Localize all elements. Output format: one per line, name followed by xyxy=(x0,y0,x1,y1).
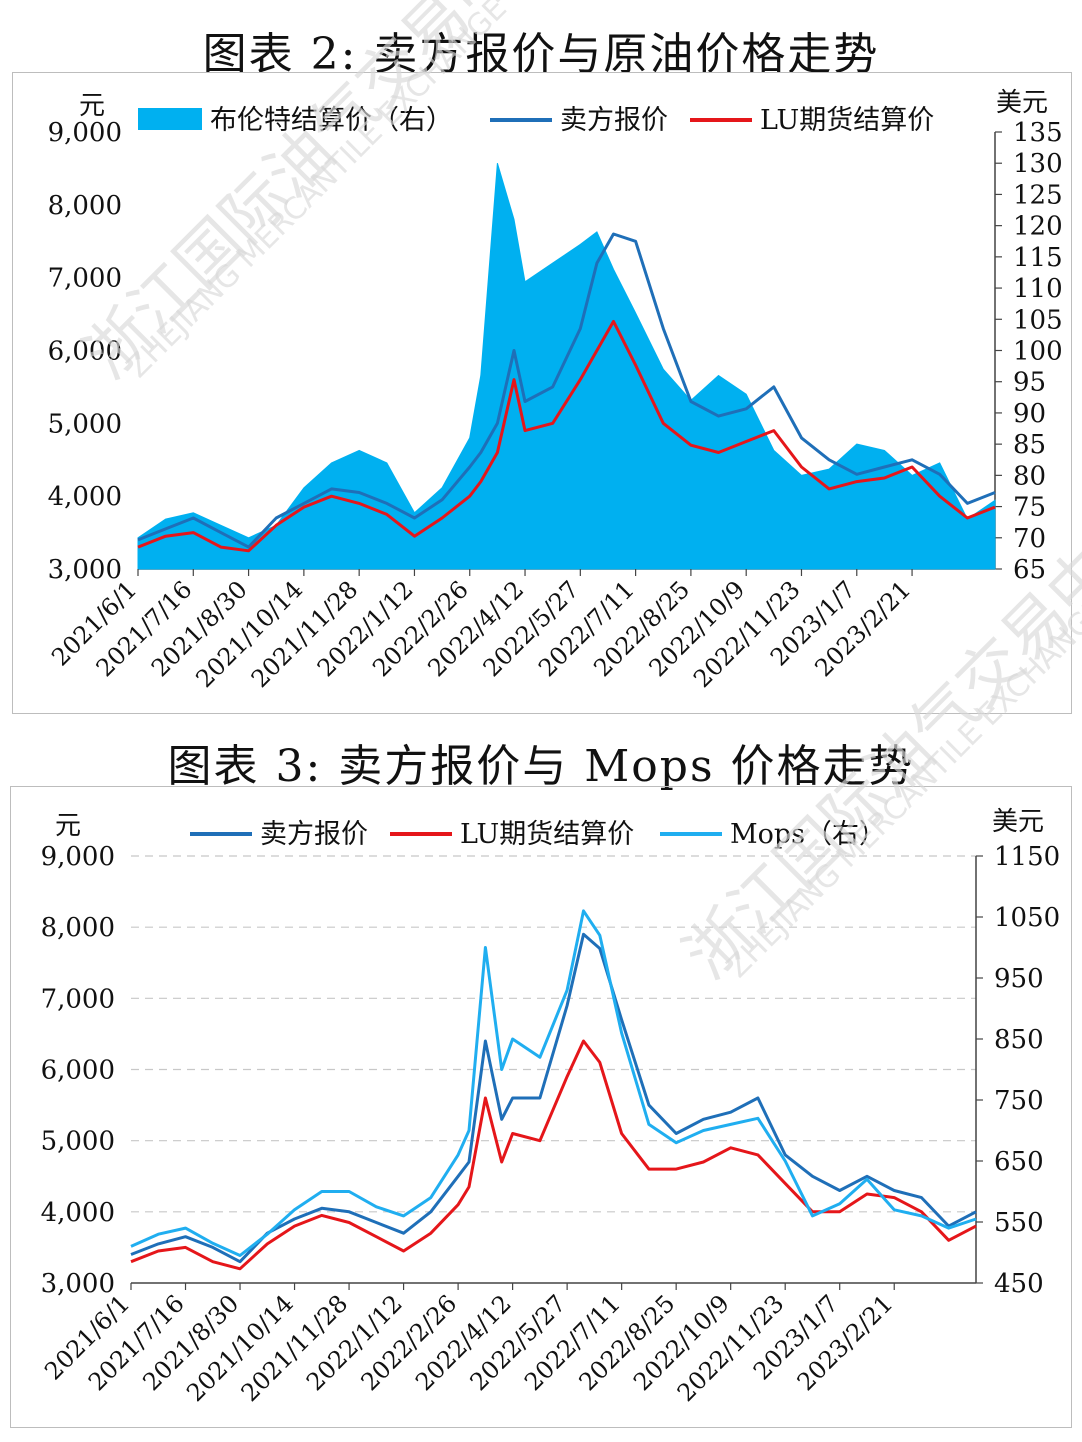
c1-left-unit: 元 xyxy=(55,811,81,841)
c0-left-tick-label: 8,000 xyxy=(48,191,122,221)
c0-right-tick-label: 90 xyxy=(1013,399,1046,429)
c0-series-area-0 xyxy=(137,163,996,570)
c0-right-tick-label: 75 xyxy=(1013,493,1046,523)
c0-left-tick-label: 9,000 xyxy=(48,118,122,148)
c0-right-unit: 美元 xyxy=(996,88,1048,118)
c1-legend-label: 卖方报价 xyxy=(260,819,368,850)
c0-right-tick-label: 115 xyxy=(1013,243,1063,273)
c0-right-tick-label: 120 xyxy=(1013,212,1063,242)
c1-left-tick-label: 3,000 xyxy=(41,1269,115,1299)
c1-right-tick-label: 1050 xyxy=(994,903,1060,933)
c0-left-tick-label: 3,000 xyxy=(48,555,122,585)
c0-legend-label: LU期货结算价 xyxy=(760,105,934,136)
c1-left-tick-label: 4,000 xyxy=(41,1198,115,1228)
c0-right-tick-label: 85 xyxy=(1013,430,1046,460)
chart3-frame xyxy=(10,786,1072,1428)
c1-left-tick-label: 9,000 xyxy=(41,842,115,872)
c0-right-tick-label: 110 xyxy=(1013,274,1063,304)
c0-right-tick-label: 135 xyxy=(1013,118,1063,148)
c1-left-tick-label: 5,000 xyxy=(41,1127,115,1157)
c1-left-tick-label: 7,000 xyxy=(41,984,115,1014)
c1-right-tick-label: 450 xyxy=(994,1269,1044,1299)
c0-left-tick-label: 7,000 xyxy=(48,264,122,294)
c1-right-tick-label: 550 xyxy=(994,1208,1044,1238)
c0-legend-swatch xyxy=(138,108,202,130)
c0-left-tick-label: 6,000 xyxy=(48,337,122,367)
c1-legend-label: Mops（右） xyxy=(730,819,886,850)
c0-right-tick-label: 125 xyxy=(1013,180,1063,210)
c1-left-tick-label: 6,000 xyxy=(41,1056,115,1086)
c0-left-unit: 元 xyxy=(79,91,105,121)
c0-right-tick-label: 105 xyxy=(1013,305,1063,335)
c0-left-tick-label: 5,000 xyxy=(48,409,122,439)
c0-legend-label: 卖方报价 xyxy=(560,105,668,136)
chart3-title: 图表 3: 卖方报价与 Mops 价格走势 xyxy=(167,741,915,792)
c0-right-tick-label: 65 xyxy=(1013,555,1046,585)
c1-left-tick-label: 8,000 xyxy=(41,913,115,943)
c1-series-line-1 xyxy=(130,1039,977,1271)
chart2-frame xyxy=(12,72,1072,714)
c0-legend-label: 布伦特结算价（右） xyxy=(210,105,453,136)
c0-left-tick-label: 4,000 xyxy=(48,482,122,512)
c1-series-line-0 xyxy=(130,932,977,1264)
c0-right-tick-label: 100 xyxy=(1013,337,1063,367)
chart2-title: 图表 2: 卖方报价与原油价格走势 xyxy=(202,29,880,80)
c0-right-tick-label: 95 xyxy=(1013,368,1046,398)
c1-right-tick-label: 950 xyxy=(994,964,1044,994)
c0-right-tick-label: 80 xyxy=(1013,461,1046,491)
c1-right-tick-label: 750 xyxy=(994,1086,1044,1116)
c1-right-unit: 美元 xyxy=(992,807,1044,837)
c1-right-tick-label: 1150 xyxy=(994,842,1060,872)
c0-right-tick-label: 130 xyxy=(1013,149,1063,179)
c1-legend-label: LU期货结算价 xyxy=(460,819,634,850)
c1-right-tick-label: 850 xyxy=(994,1025,1044,1055)
c1-right-tick-label: 650 xyxy=(994,1147,1044,1177)
c0-right-tick-label: 70 xyxy=(1013,524,1046,554)
